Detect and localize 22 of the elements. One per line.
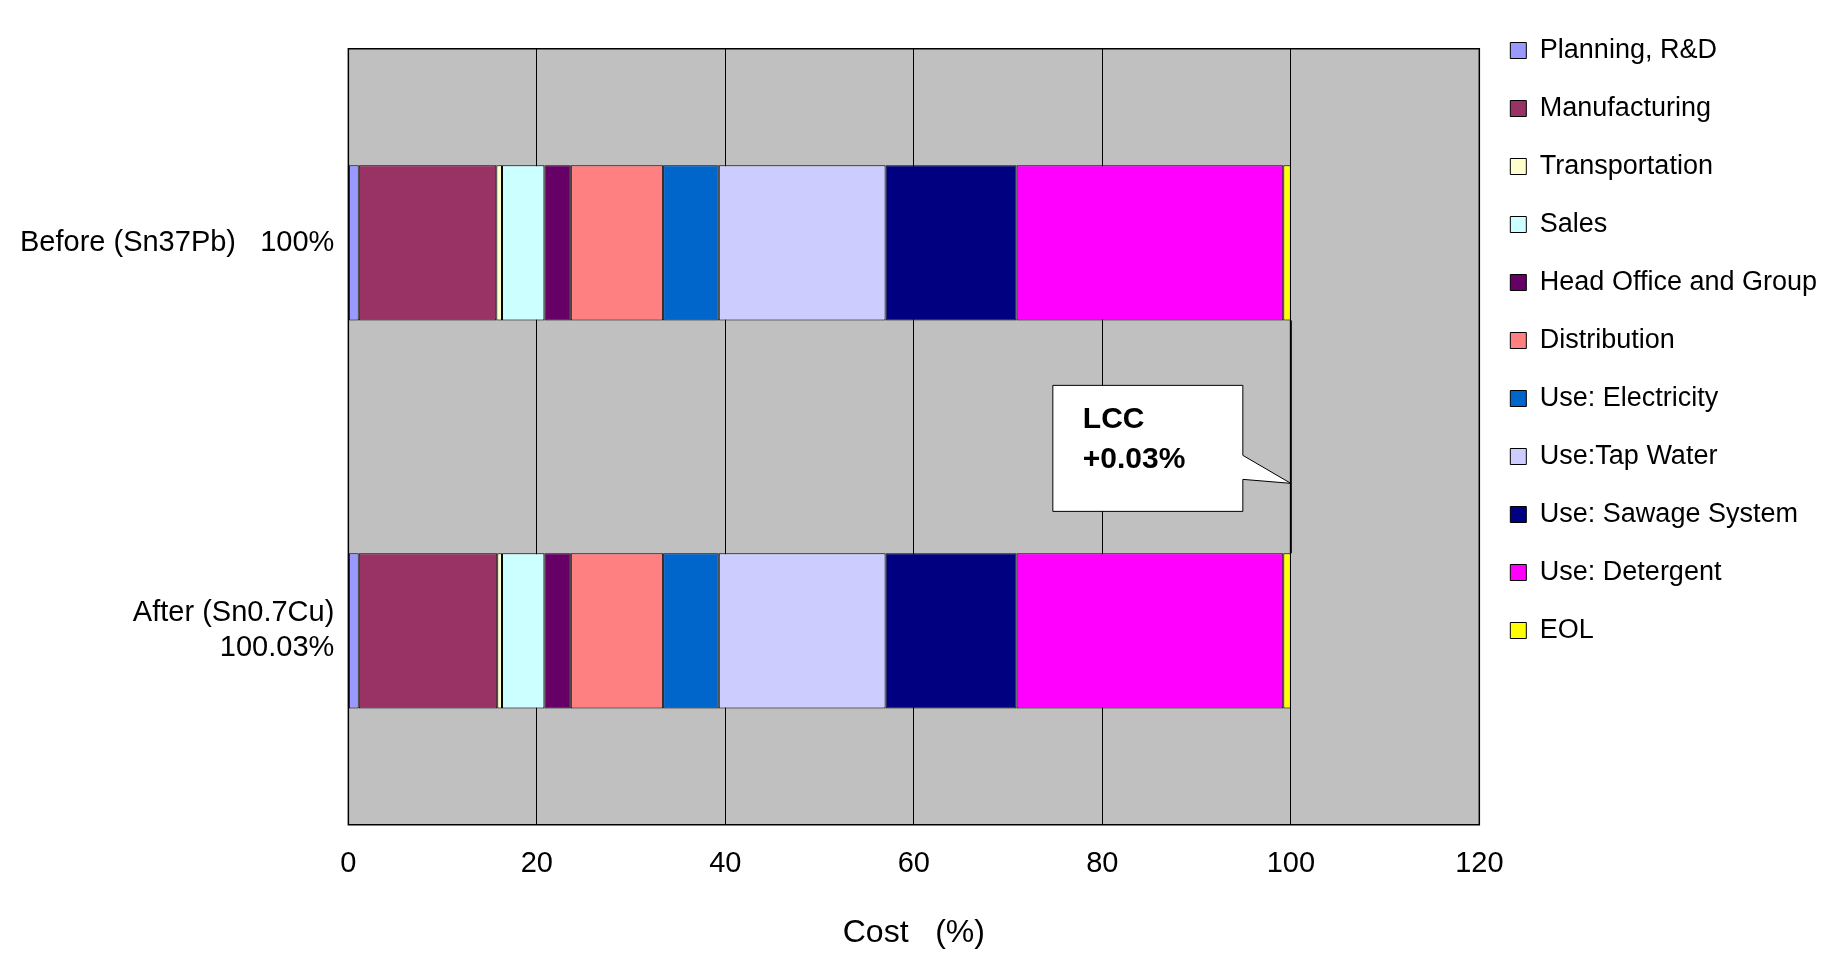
annotation: LCC +0.03% bbox=[1082, 400, 1186, 474]
legend-label: Head Office and Group bbox=[1539, 265, 1817, 296]
legend-label: Distribution bbox=[1539, 323, 1675, 354]
x-axis-title: Cost (%) bbox=[842, 912, 985, 949]
legend-label: Planning, R&D bbox=[1539, 33, 1717, 64]
legend-label: EOL bbox=[1539, 613, 1594, 644]
x-tick-label: 20 bbox=[520, 846, 553, 879]
x-tick-label: 120 bbox=[1455, 846, 1504, 879]
y-tick-label: After (Sn0.7Cu) 100.03% bbox=[132, 595, 335, 663]
x-tick-label: 60 bbox=[897, 846, 930, 879]
y-tick-label: Before (Sn37Pb) 100% bbox=[20, 224, 335, 257]
legend-label: Use: Detergent bbox=[1539, 555, 1722, 586]
x-tick-label: 0 bbox=[340, 846, 357, 879]
x-tick-label: 40 bbox=[709, 846, 742, 879]
x-tick-label: 80 bbox=[1086, 846, 1119, 879]
legend-label: Use: Electricity bbox=[1539, 381, 1719, 412]
x-tick-label: 100 bbox=[1266, 846, 1316, 879]
legend-label: Sales bbox=[1539, 207, 1608, 238]
legend-label: Use:Tap Water bbox=[1539, 439, 1718, 470]
legend-label: Transportation bbox=[1539, 149, 1713, 180]
legend-label: Use: Sawage System bbox=[1539, 497, 1798, 528]
legend-label: Manufacturing bbox=[1539, 91, 1711, 122]
